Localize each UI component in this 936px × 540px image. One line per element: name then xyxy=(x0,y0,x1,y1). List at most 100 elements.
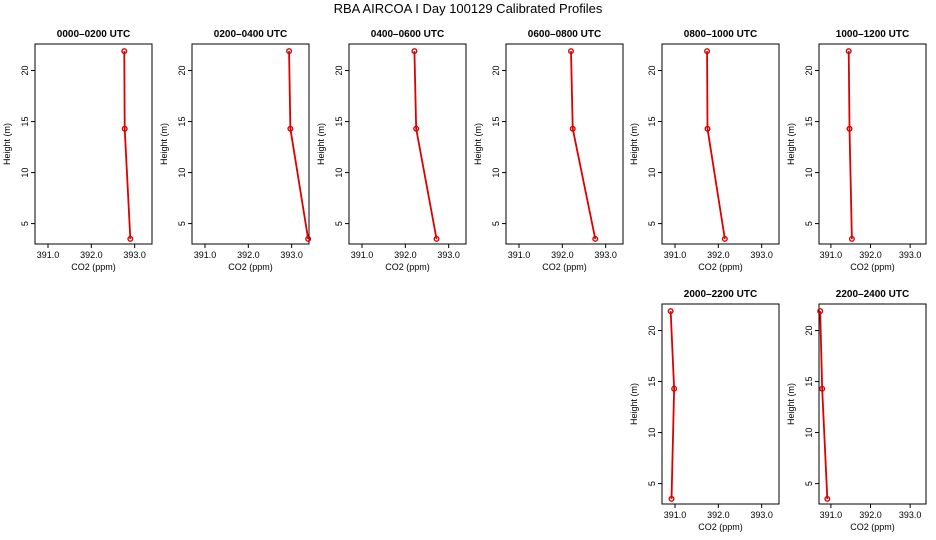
data-point xyxy=(668,495,675,502)
x-tick-label: 392.0 xyxy=(80,250,103,260)
co2-profile-line xyxy=(669,311,676,499)
panel-3: 0400–0600 UTC 391.0 392.0 393.0 5 10 15 20 CO2 (… xyxy=(316,29,467,272)
y-tick-label: 5 xyxy=(20,221,30,226)
x-tick-label: 393.0 xyxy=(750,250,773,260)
data-point xyxy=(433,235,440,242)
co2-profile-line xyxy=(706,51,726,240)
data-point xyxy=(846,125,853,132)
x-axis-label: CO2 (ppm) xyxy=(542,262,587,272)
x-axis-label: CO2 (ppm) xyxy=(698,262,743,272)
y-axis-label: Height (m) xyxy=(629,123,639,165)
data-point xyxy=(704,125,711,132)
x-tick-label: 392.0 xyxy=(237,250,260,260)
y-tick-label: 15 xyxy=(804,117,814,127)
y-axis-label: Height (m) xyxy=(786,383,796,425)
data-point xyxy=(819,385,826,392)
y-tick-label: 10 xyxy=(804,168,814,178)
x-tick-label: 392.0 xyxy=(707,250,730,260)
x-tick-label: 391.0 xyxy=(820,510,843,520)
data-point xyxy=(592,235,599,242)
y-tick-label: 5 xyxy=(804,221,814,226)
plot-frame xyxy=(818,303,927,505)
panel-title: 1000–1200 UTC xyxy=(836,29,909,40)
data-point xyxy=(817,308,824,315)
y-tick-label: 10 xyxy=(647,428,657,438)
y-tick-label: 15 xyxy=(177,117,187,127)
data-point xyxy=(569,125,576,132)
y-tick-label: 15 xyxy=(647,377,657,387)
panel-title: 0200–0400 UTC xyxy=(214,29,287,40)
data-point xyxy=(127,235,134,242)
plot-frame xyxy=(661,43,780,245)
panel-2: 0200–0400 UTC 391.0 392.0 393.0 5 10 15 20 CO2 (… xyxy=(159,29,312,272)
panel-5: 0800–1000 UTC 391.0 392.0 393.0 5 10 15 20 CO2 (… xyxy=(629,29,780,272)
data-point xyxy=(845,48,852,55)
plot-frame xyxy=(818,43,927,245)
data-point xyxy=(721,235,728,242)
y-tick-label: 10 xyxy=(804,428,814,438)
data-point xyxy=(848,235,855,242)
x-tick-label: 393.0 xyxy=(437,250,460,260)
x-tick-label: 393.0 xyxy=(594,250,617,260)
y-tick-label: 20 xyxy=(491,66,501,76)
y-axis-label: Height (m) xyxy=(629,383,639,425)
panel-title: 0600–0800 UTC xyxy=(528,29,601,40)
panel-title: 2000–2200 UTC xyxy=(684,289,757,300)
y-axis-label: Height (m) xyxy=(159,123,169,165)
y-tick-label: 5 xyxy=(334,221,344,226)
y-axis-label: Height (m) xyxy=(2,123,12,165)
x-tick-label: 393.0 xyxy=(899,510,922,520)
x-tick-label: 391.0 xyxy=(820,250,843,260)
data-point xyxy=(413,125,420,132)
y-tick-label: 15 xyxy=(20,117,30,127)
x-tick-label: 392.0 xyxy=(551,250,574,260)
x-tick-label: 392.0 xyxy=(859,250,882,260)
y-tick-label: 20 xyxy=(177,66,187,76)
x-axis-label: CO2 (ppm) xyxy=(850,522,895,532)
x-axis-label: CO2 (ppm) xyxy=(385,262,430,272)
x-tick-label: 391.0 xyxy=(664,510,687,520)
x-tick-label: 391.0 xyxy=(351,250,374,260)
x-tick-label: 393.0 xyxy=(123,250,146,260)
x-tick-label: 392.0 xyxy=(707,510,730,520)
x-tick-label: 391.0 xyxy=(37,250,60,260)
y-tick-label: 10 xyxy=(20,168,30,178)
x-tick-label: 391.0 xyxy=(194,250,217,260)
y-tick-label: 10 xyxy=(491,168,501,178)
y-tick-label: 15 xyxy=(334,117,344,127)
y-tick-label: 15 xyxy=(804,377,814,387)
panel-title: 0800–1000 UTC xyxy=(684,29,757,40)
data-point xyxy=(671,385,678,392)
plot-frame xyxy=(505,43,624,245)
data-point xyxy=(287,125,294,132)
y-tick-label: 5 xyxy=(491,221,501,226)
data-point xyxy=(824,495,831,502)
x-tick-label: 393.0 xyxy=(750,510,773,520)
data-point xyxy=(286,48,293,55)
y-tick-label: 5 xyxy=(647,481,657,486)
y-tick-label: 10 xyxy=(647,168,657,178)
data-point xyxy=(121,125,128,132)
y-tick-label: 20 xyxy=(647,326,657,336)
co2-profile-line xyxy=(570,51,597,240)
plot-frame xyxy=(191,43,310,245)
co2-profile-line xyxy=(288,51,310,240)
y-tick-label: 20 xyxy=(20,66,30,76)
x-tick-label: 392.0 xyxy=(394,250,417,260)
x-axis-label: CO2 (ppm) xyxy=(71,262,116,272)
data-point xyxy=(411,48,418,55)
panel-title: 0000–0200 UTC xyxy=(57,29,130,40)
panel-4: 0600–0800 UTC 391.0 392.0 393.0 5 10 15 20 CO2 (… xyxy=(473,29,624,272)
data-point xyxy=(704,48,711,55)
y-tick-label: 20 xyxy=(334,66,344,76)
x-tick-label: 392.0 xyxy=(859,510,882,520)
co2-profile-line xyxy=(819,311,829,499)
panel-6: 1000–1200 UTC 391.0 392.0 393.0 5 10 15 20 CO2 (… xyxy=(786,29,927,272)
panel-7: 2000–2200 UTC 391.0 392.0 393.0 5 10 15 20 CO2 (… xyxy=(629,289,780,532)
y-tick-label: 15 xyxy=(647,117,657,127)
panel-title: 2200–2400 UTC xyxy=(836,289,909,300)
data-point xyxy=(305,235,312,242)
plot-frame xyxy=(348,43,467,245)
data-point xyxy=(667,308,674,315)
